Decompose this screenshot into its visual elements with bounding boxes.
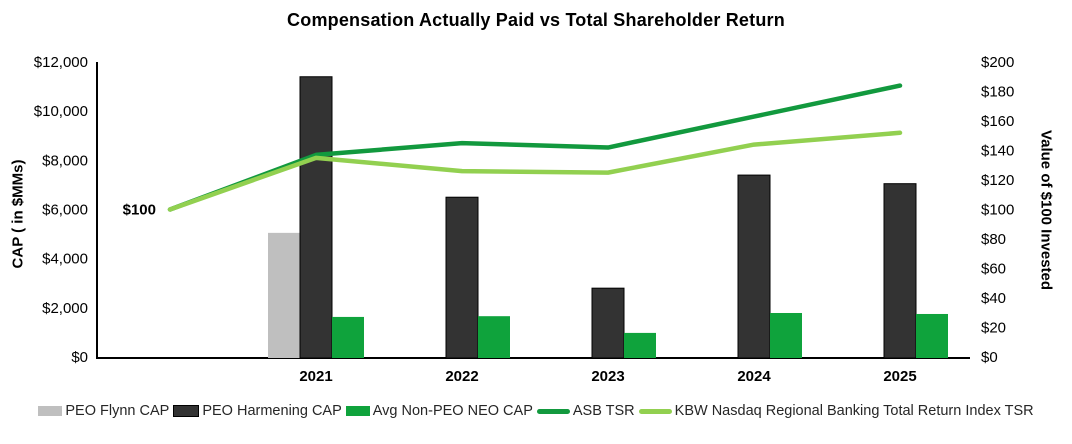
bar-peo-harmening-cap-2024 [737,174,771,359]
left-axis-tick-label: $12,000 [34,54,88,71]
plot-area: $0 $2,000 $4,000 $6,000 $8,000 $10,000 $12,000… [34,54,1015,385]
right-axis-title: Value of $100 Invested [1037,129,1055,291]
right-axis-tick-label: $0 [981,349,998,366]
legend-label: KBW Nasdaq Regional Banking Total Return… [674,403,1034,419]
bar-peo-harmening-cap-2021 [299,76,333,359]
start-value-annotation: $100 [123,202,156,219]
annotations: $100 [123,202,156,219]
legend-swatch-line-icon [638,408,672,414]
right-axis-tick-label: $40 [981,290,1006,307]
legend-label: PEO Flynn CAP [65,403,170,419]
x-axis-label-2024: 2024 [737,368,771,385]
legend-swatch-box-icon [173,405,200,417]
left-axis-tick-label: $10,000 [34,103,88,120]
x-axis-label-2022: 2022 [445,368,478,385]
left-axis-tick-label: $2,000 [42,300,88,317]
bar-peo-flynn-cap-2021 [268,232,300,358]
right-axis-tick-label: $100 [981,202,1014,219]
left-axis-title: CAP ( in $MMs) [9,159,27,269]
legend-label: PEO Harmening CAP [202,403,342,419]
legend-label: ASB TSR [572,403,635,419]
right-axis-tick-label: $200 [981,54,1014,71]
legend-item: ASB TSR [536,403,635,419]
x-axis-label-2023: 2023 [591,368,624,385]
left-axis-tick-label: $8,000 [42,152,88,169]
right-axis-tick-label: $60 [981,261,1006,278]
line-series-group [167,83,903,212]
left-axis-tick-label: $6,000 [42,202,88,219]
bar-peo-harmening-cap-2022 [445,196,479,359]
left-axis-ticks: $0 $2,000 $4,000 $6,000 $8,000 $10,000 $12,000 [34,54,88,366]
bar-avg-non-peo-neo-cap-2022 [478,316,510,358]
legend-item: Avg Non-PEO NEO CAP [345,403,533,419]
x-axis-label-2025: 2025 [883,368,916,385]
legend: PEO Flynn CAP PEO Harmening CAP Avg Non-PE… [0,403,1072,419]
legend-swatch-box-icon [38,406,63,416]
left-axis-tick-label: $0 [71,349,88,366]
right-axis-tick-label: $180 [981,84,1014,101]
legend-item: KBW Nasdaq Regional Banking Total Return… [638,403,1034,419]
line-kbw-nasdaq-regional-banking-total-return-index-tsr [167,130,903,212]
right-axis-tick-label: $120 [981,172,1014,189]
right-axis-tick-label: $160 [981,113,1014,130]
right-axis-tick-label: $20 [981,320,1006,337]
bar-peo-harmening-cap-2023 [591,287,625,359]
bar-avg-non-peo-neo-cap-2023 [624,332,656,358]
legend-item: PEO Harmening CAP [173,403,342,419]
right-axis-tick-label: $80 [981,231,1006,248]
bar-avg-non-peo-neo-cap-2025 [916,313,948,358]
line-asb-tsr [167,83,903,212]
bar-avg-non-peo-neo-cap-2021 [332,316,364,358]
legend-label: Avg Non-PEO NEO CAP [372,403,533,419]
chart-title: Compensation Actually Paid vs Total Shar… [287,10,785,30]
right-axis-ticks: $0 $20 $40 $60 $80 $100 $120 $140 $160 $180 $200 [981,54,1014,366]
bar-avg-non-peo-neo-cap-2024 [770,312,802,358]
legend-swatch-box-icon [345,406,370,416]
legend-item: PEO Flynn CAP [38,403,169,419]
axes [96,62,970,359]
bar-peo-harmening-cap-2025 [883,183,917,359]
bar-series-group [268,76,948,359]
right-axis-tick-label: $140 [981,143,1014,160]
x-axis-labels: 2021 2022 2023 2024 2025 [299,368,916,385]
left-axis-tick-label: $4,000 [42,251,88,268]
x-axis-label-2021: 2021 [299,368,332,385]
legend-swatch-line-icon [536,408,570,414]
